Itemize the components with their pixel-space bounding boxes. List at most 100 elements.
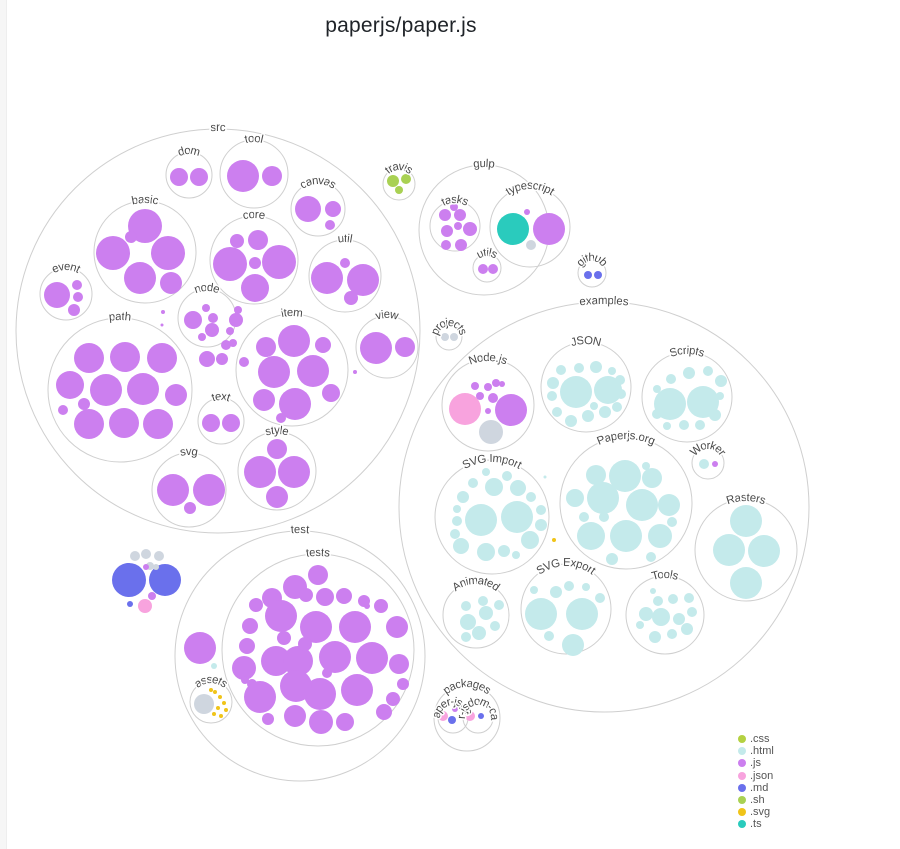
file-bubble[interactable] [78,398,90,410]
file-bubble[interactable] [566,489,584,507]
folder-ring[interactable] [434,459,550,575]
file-bubble[interactable] [199,351,215,367]
folder-ring[interactable] [382,167,416,201]
folder-ring[interactable] [189,680,233,724]
file-bubble[interactable] [730,505,762,537]
file-bubble[interactable] [653,385,661,393]
file-bubble[interactable] [679,420,689,430]
file-bubble[interactable] [550,586,562,598]
file-bubble[interactable] [198,333,206,341]
file-bubble[interactable] [125,231,137,243]
file-bubble[interactable] [590,402,598,410]
file-bubble[interactable] [479,420,503,444]
folder-ring[interactable] [625,575,705,655]
file-bubble[interactable] [565,415,577,427]
file-bubble[interactable] [712,461,718,467]
file-bubble[interactable] [90,374,122,406]
folder-ring[interactable] [197,397,245,445]
file-bubble[interactable] [58,405,68,415]
folder-ring[interactable] [429,200,481,252]
folder-ring[interactable] [47,317,193,463]
file-bubble[interactable] [160,323,164,327]
folder-ring[interactable] [93,200,197,304]
file-bubble[interactable] [170,168,188,186]
file-bubble[interactable] [315,337,331,353]
file-bubble[interactable] [479,606,493,620]
file-bubble[interactable] [148,592,156,600]
file-bubble[interactable] [552,407,562,417]
file-bubble[interactable] [239,638,255,654]
file-bubble[interactable] [438,711,448,721]
file-bubble[interactable] [221,340,231,350]
folder-ring[interactable] [489,186,571,268]
file-bubble[interactable] [262,713,274,725]
file-bubble[interactable] [658,494,680,516]
file-bubble[interactable] [265,600,297,632]
file-bubble[interactable] [127,373,159,405]
file-bubble[interactable] [667,629,677,639]
folder-ring[interactable] [308,239,382,313]
file-bubble[interactable] [209,688,213,692]
file-bubble[interactable] [151,236,185,270]
file-bubble[interactable] [485,478,503,496]
file-bubble[interactable] [450,333,458,341]
file-bubble[interactable] [219,714,223,718]
file-bubble[interactable] [184,311,202,329]
file-bubble[interactable] [616,389,626,399]
file-bubble[interactable] [560,376,592,408]
file-bubble[interactable] [536,505,546,515]
file-bubble[interactable] [499,381,505,387]
file-bubble[interactable] [449,393,481,425]
file-bubble[interactable] [510,480,526,496]
file-bubble[interactable] [284,705,306,727]
file-bubble[interactable] [495,394,527,426]
file-bubble[interactable] [612,402,622,412]
file-bubble[interactable] [222,701,226,705]
file-bubble[interactable] [130,551,140,561]
file-bubble[interactable] [494,600,504,610]
folder-ring[interactable] [165,151,213,199]
file-bubble[interactable] [344,291,358,305]
file-bubble[interactable] [218,695,222,699]
file-bubble[interactable] [110,342,140,372]
folder-ring[interactable] [151,452,227,528]
file-bubble[interactable] [360,332,392,364]
file-bubble[interactable] [276,413,286,423]
file-bubble[interactable] [147,343,177,373]
file-bubble[interactable] [609,460,641,492]
folder-ring[interactable] [559,436,693,570]
file-bubble[interactable] [226,327,234,335]
file-bubble[interactable] [703,366,713,376]
file-bubble[interactable] [667,517,677,527]
file-bubble[interactable] [232,656,256,680]
file-bubble[interactable] [267,439,287,459]
file-bubble[interactable] [450,529,460,539]
file-bubble[interactable] [461,632,471,642]
file-bubble[interactable] [109,408,139,438]
file-bubble[interactable] [453,538,469,554]
file-bubble[interactable] [524,209,530,215]
file-bubble[interactable] [401,174,411,184]
file-bubble[interactable] [124,262,156,294]
file-bubble[interactable] [587,482,619,514]
file-bubble[interactable] [190,168,208,186]
file-bubble[interactable] [642,468,662,488]
file-bubble[interactable] [376,704,392,720]
file-bubble[interactable] [533,213,565,245]
file-bubble[interactable] [465,711,475,721]
file-bubble[interactable] [730,567,762,599]
file-bubble[interactable] [347,264,379,296]
file-bubble[interactable] [626,489,658,521]
file-bubble[interactable] [297,355,329,387]
file-bubble[interactable] [653,596,663,606]
file-bubble[interactable] [586,465,606,485]
file-bubble[interactable] [161,310,165,314]
file-bubble[interactable] [649,631,661,643]
file-bubble[interactable] [96,236,130,270]
file-bubble[interactable] [684,593,694,603]
file-bubble[interactable] [278,325,310,357]
file-bubble[interactable] [227,160,259,192]
file-bubble[interactable] [716,392,724,400]
file-bubble[interactable] [681,623,693,635]
file-bubble[interactable] [157,474,189,506]
